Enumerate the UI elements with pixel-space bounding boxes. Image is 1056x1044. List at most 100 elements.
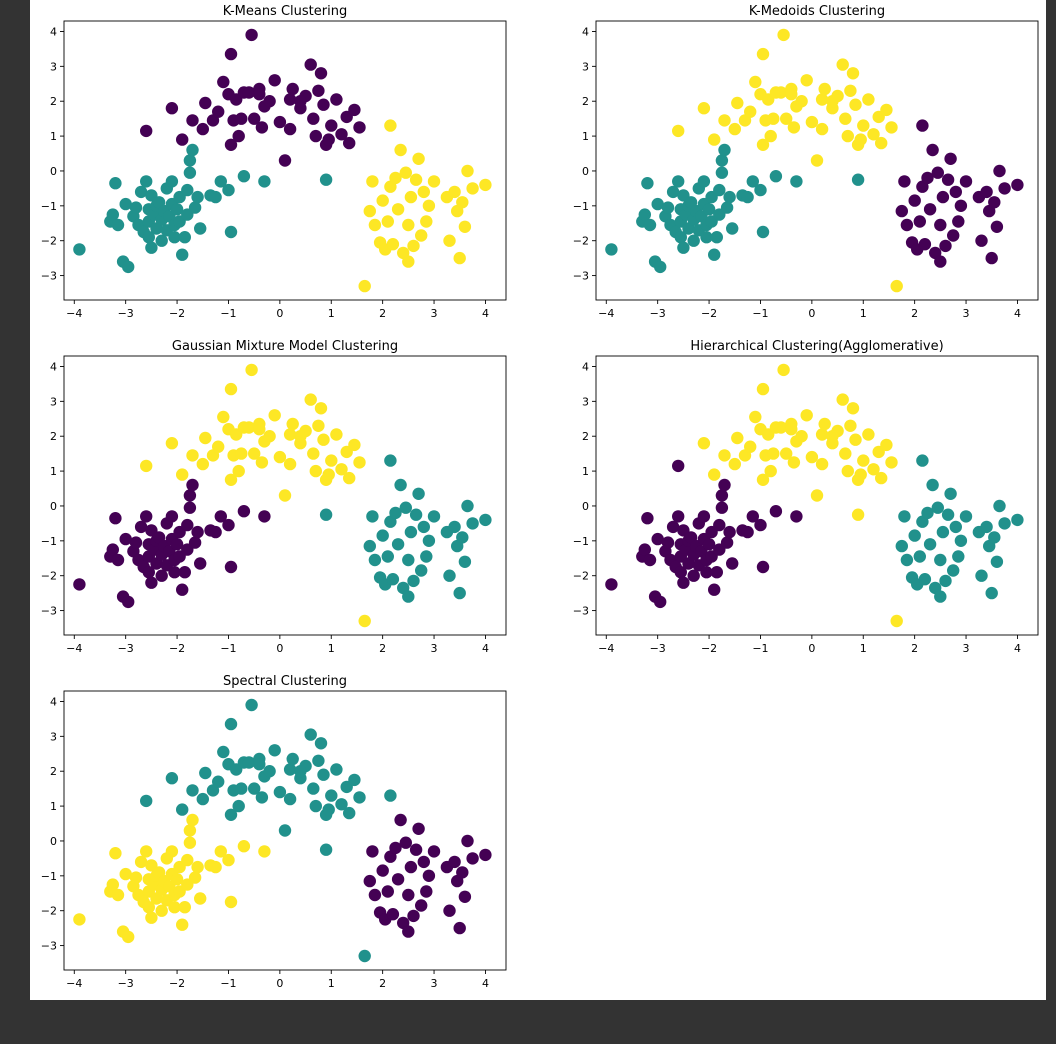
data-point bbox=[841, 464, 854, 478]
data-point bbox=[258, 175, 271, 188]
data-point bbox=[224, 895, 238, 909]
x-tick-label: −1 bbox=[220, 977, 236, 990]
data-point bbox=[109, 177, 122, 190]
data-point bbox=[975, 569, 988, 582]
data-point bbox=[384, 119, 397, 132]
data-point bbox=[330, 763, 343, 776]
data-point bbox=[273, 115, 287, 129]
x-tick-label: −2 bbox=[169, 307, 185, 320]
x-tick-label: 4 bbox=[482, 307, 489, 320]
axes-frame bbox=[63, 20, 507, 301]
data-point bbox=[756, 47, 770, 61]
data-point bbox=[358, 949, 371, 963]
data-point bbox=[235, 447, 248, 460]
data-point bbox=[959, 175, 973, 188]
data-point bbox=[674, 231, 687, 244]
x-tick-label: −2 bbox=[169, 642, 185, 655]
data-point bbox=[718, 114, 731, 127]
data-point bbox=[456, 196, 469, 209]
data-point bbox=[718, 143, 731, 157]
data-point bbox=[237, 505, 251, 518]
x-tick-label: 1 bbox=[328, 977, 335, 990]
data-point bbox=[263, 430, 276, 443]
data-point bbox=[376, 864, 389, 877]
data-point bbox=[186, 784, 199, 797]
data-point bbox=[106, 543, 120, 556]
data-point bbox=[181, 853, 194, 867]
data-point bbox=[176, 583, 189, 596]
data-point bbox=[325, 119, 338, 132]
data-point bbox=[109, 847, 122, 860]
data-point bbox=[391, 873, 405, 886]
data-point bbox=[880, 103, 893, 117]
data-point bbox=[142, 231, 155, 244]
data-point bbox=[217, 410, 230, 424]
data-point bbox=[936, 525, 950, 539]
data-point bbox=[846, 67, 860, 80]
data-point bbox=[404, 525, 418, 539]
data-point bbox=[224, 225, 238, 239]
data-point bbox=[253, 758, 266, 771]
data-point bbox=[954, 199, 968, 212]
data-point bbox=[232, 464, 245, 478]
data-point bbox=[155, 569, 168, 582]
data-point bbox=[224, 717, 238, 731]
data-point bbox=[140, 459, 153, 473]
data-point bbox=[212, 440, 225, 453]
data-point bbox=[941, 173, 955, 186]
x-tick-label: −4 bbox=[66, 977, 82, 990]
data-point bbox=[949, 185, 962, 199]
data-point bbox=[402, 925, 415, 938]
data-point bbox=[407, 909, 420, 923]
data-point bbox=[947, 564, 960, 577]
data-point bbox=[654, 260, 667, 274]
data-point bbox=[456, 531, 469, 544]
data-point bbox=[186, 449, 199, 462]
data-point bbox=[363, 204, 376, 218]
data-point bbox=[322, 133, 335, 146]
data-point bbox=[841, 129, 854, 143]
data-point bbox=[461, 164, 474, 178]
x-tick-label: −4 bbox=[66, 307, 82, 320]
data-point bbox=[443, 569, 456, 582]
data-point bbox=[381, 215, 394, 228]
x-tick-label: −3 bbox=[650, 307, 666, 320]
data-point bbox=[412, 487, 425, 500]
data-point bbox=[402, 553, 415, 567]
x-tick-label: 3 bbox=[431, 642, 438, 655]
y-tick-label: 0 bbox=[50, 165, 57, 178]
y-tick-label: 4 bbox=[50, 25, 57, 38]
data-point bbox=[268, 74, 281, 87]
data-point bbox=[713, 183, 726, 197]
figure-canvas: K-Means Clustering −4 −3 −2 −1 0 1 2 3 4 −3 −2 −1 0 1 2… bbox=[41, 4, 1039, 990]
y-tick-label: 3 bbox=[50, 60, 57, 73]
x-tick-label: −4 bbox=[598, 642, 614, 655]
data-point bbox=[715, 489, 729, 502]
data-point bbox=[857, 119, 870, 132]
data-point bbox=[391, 538, 405, 551]
scatter-points bbox=[73, 698, 492, 963]
data-point bbox=[304, 393, 317, 406]
data-point bbox=[654, 595, 667, 609]
data-point bbox=[898, 175, 911, 188]
data-point bbox=[415, 564, 428, 577]
x-tick-label: 1 bbox=[860, 307, 867, 320]
data-point bbox=[764, 129, 777, 143]
data-point bbox=[273, 785, 287, 799]
data-point bbox=[286, 82, 299, 96]
data-point bbox=[666, 520, 680, 534]
data-point bbox=[785, 88, 798, 101]
data-point bbox=[944, 152, 957, 165]
data-point bbox=[846, 402, 860, 415]
data-point bbox=[959, 510, 973, 523]
data-point bbox=[304, 58, 317, 71]
data-point bbox=[661, 201, 675, 214]
data-point bbox=[209, 525, 222, 539]
data-point bbox=[749, 410, 762, 424]
data-point bbox=[988, 531, 1001, 544]
data-point bbox=[368, 553, 382, 567]
x-tick-label: 3 bbox=[431, 977, 438, 990]
x-tick-label: 3 bbox=[431, 307, 438, 320]
data-point bbox=[368, 218, 382, 232]
data-point bbox=[697, 437, 711, 450]
